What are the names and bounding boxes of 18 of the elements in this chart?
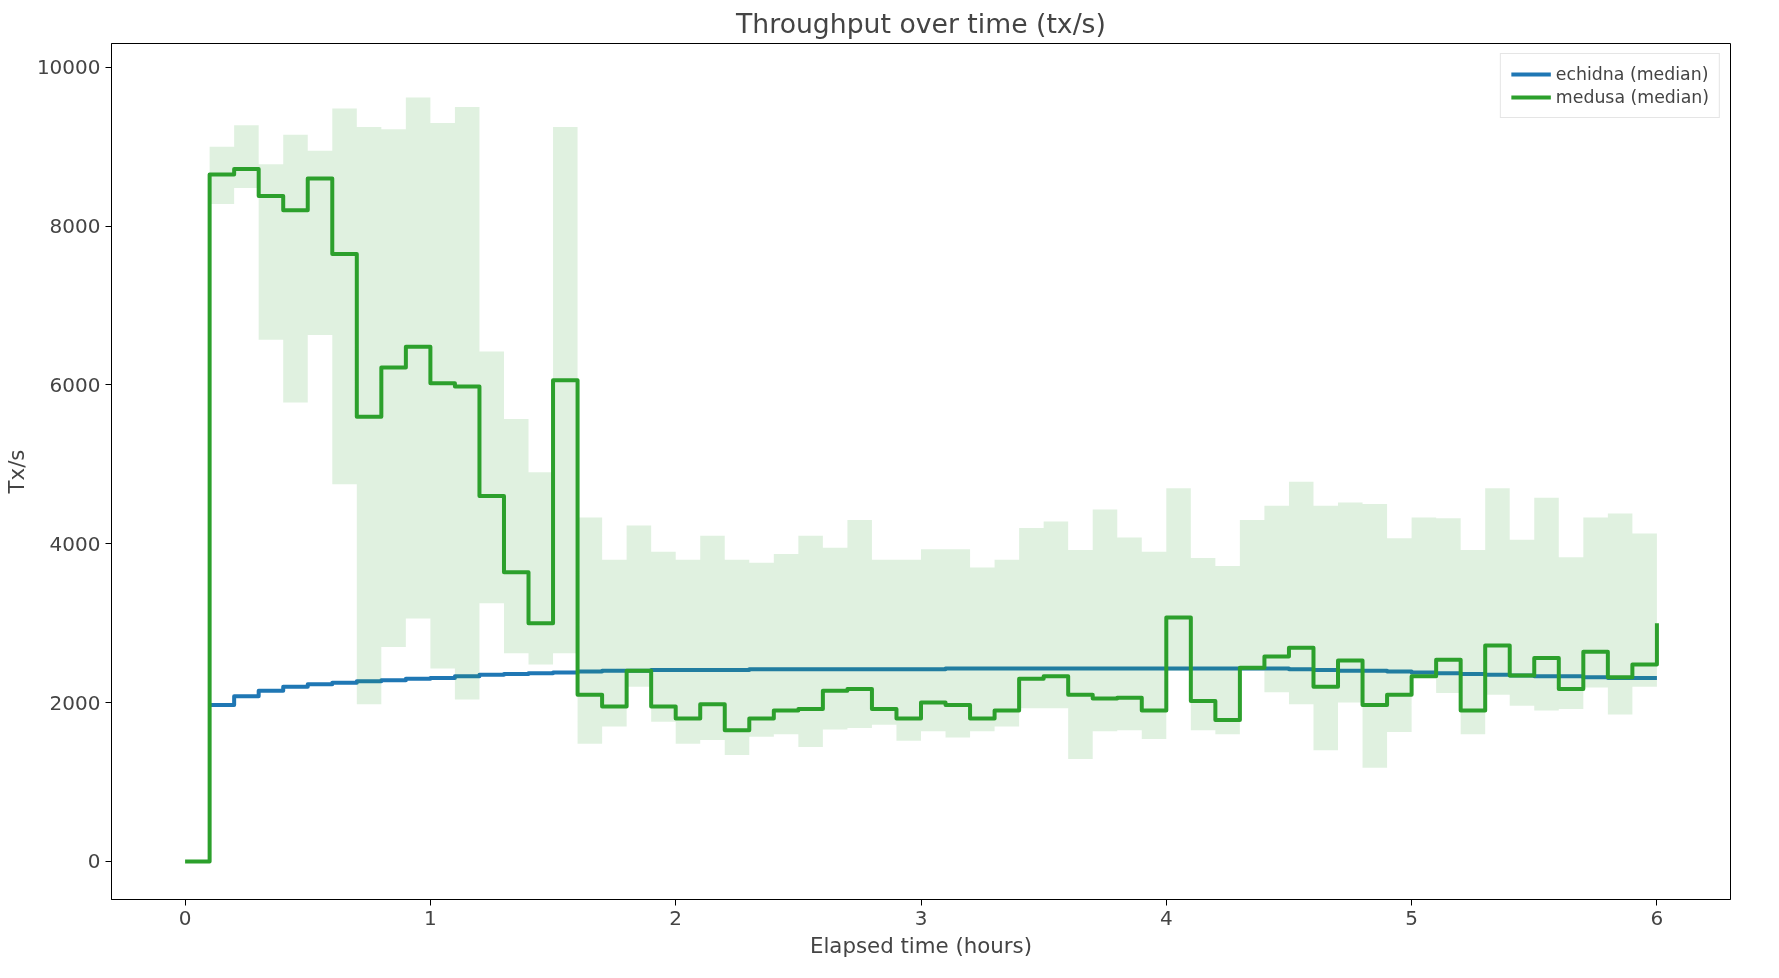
x-tick-label: 0 xyxy=(178,905,192,930)
y-tick-label: 10000 xyxy=(36,55,101,80)
x-tick-label: 5 xyxy=(1405,905,1418,930)
x-tick-label: 1 xyxy=(424,905,437,930)
x-tick-label: 2 xyxy=(669,905,683,930)
x-tick-label: 3 xyxy=(914,905,928,930)
y-tick-label: 8000 xyxy=(49,214,101,239)
y-tick-label: 6000 xyxy=(49,372,101,397)
y-axis-title: Tx/s xyxy=(3,449,29,495)
y-tick-label: 4000 xyxy=(49,531,101,556)
x-tick-label: 6 xyxy=(1650,905,1664,930)
legend-label: echidna (median) xyxy=(1555,64,1709,84)
y-tick-label: 2000 xyxy=(49,690,101,715)
legend-label: medusa (median) xyxy=(1555,87,1709,107)
chart-title: Throughput over time (tx/s) xyxy=(735,7,1106,39)
y-tick-label: 0 xyxy=(87,849,101,874)
x-tick-label: 4 xyxy=(1159,905,1173,930)
x-axis-title: Elapsed time (hours) xyxy=(809,932,1033,958)
